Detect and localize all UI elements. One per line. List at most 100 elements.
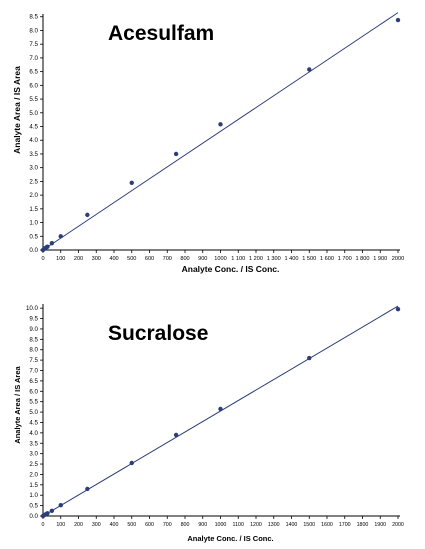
y-tick-label: 6.5 [29,69,38,76]
y-tick-label: 6.0 [29,82,38,89]
data-point [85,212,90,218]
y-tick-label: 3.5 [29,151,38,158]
y-tick-label: 3.5 [29,440,38,447]
data-point [307,355,312,361]
x-tick-label: 1600 [321,522,333,528]
x-tick-label: 2000 [392,522,404,528]
x-tick-label: 1 900 [373,256,387,262]
y-tick-label: 9.5 [29,316,38,323]
x-tick-label: 1000 [215,522,227,528]
x-tick-label: 1 700 [338,256,352,262]
data-point [173,151,179,157]
x-tick-label: 1 100 [231,256,245,262]
y-tick-label: 2.5 [29,461,38,468]
x-tick-label: 1 200 [249,256,263,262]
data-point [58,502,63,508]
y-tick-label: 5.0 [29,110,38,117]
x-tick-label: 500 [127,256,136,262]
data-point [129,460,134,466]
y-tick-label: 4.0 [29,137,38,144]
y-tick-label: 2.0 [29,192,38,199]
y-tick-label: 7.0 [29,368,38,375]
x-tick-label: 700 [163,522,172,528]
x-tick-label: 800 [180,256,189,262]
y-tick-label: 0.0 [29,513,38,520]
y-tick-label: 3.0 [29,451,38,458]
x-tick-label: 200 [74,522,83,528]
x-tick-label: 400 [109,256,118,262]
data-point [45,511,50,516]
data-point [218,122,223,127]
chart-title: Sucralose [108,322,208,345]
y-tick-label: 4.0 [29,430,38,437]
x-tick-label: 1700 [339,522,351,528]
x-tick-label: 300 [92,256,101,262]
x-tick-label: 300 [92,522,101,528]
y-tick-label: 1.0 [29,220,38,227]
data-point [45,244,50,249]
x-tick-label: 200 [74,256,83,262]
y-tick-label: 8.0 [29,27,38,34]
x-tick-label: 100 [56,256,65,262]
x-tick-label: 1300 [268,522,280,528]
x-tick-label: 1000 [214,256,226,262]
x-tick-label: 800 [181,522,190,528]
y-tick-label: 0.5 [29,233,38,240]
x-tick-label: 1 600 [320,256,334,262]
x-tick-label: 1200 [250,522,262,528]
y-tick-label: 1.0 [29,492,38,499]
x-tick-label: 600 [145,522,154,528]
x-tick-label: 700 [163,256,172,262]
y-tick-label: 7.5 [29,357,38,364]
y-tick-label: 8.5 [29,336,38,343]
data-point [218,406,223,412]
y-tick-label: 6.5 [29,378,38,385]
y-axis-label: Analyte Area / IS Area [13,365,22,443]
x-tick-label: 100 [56,522,65,528]
x-tick-label: 400 [110,522,119,528]
y-tick-label: 0.5 [29,503,38,510]
y-tick-label: 8.5 [29,14,38,21]
y-tick-label: 5.5 [29,399,38,406]
x-axis-label: Analyte Conc. / IS Conc. [187,534,273,543]
y-tick-label: 4.5 [29,124,38,131]
regression-line [42,12,399,251]
x-tick-label: 1 400 [285,256,299,262]
y-tick-label: 1.5 [29,482,38,489]
y-tick-label: 2.5 [29,178,38,185]
data-point [49,240,55,246]
y-tick-label: 6.0 [29,388,38,395]
x-tick-label: 0 [42,522,45,528]
data-point [173,432,179,438]
y-tick-label: 5.5 [29,96,38,103]
data-point [307,67,312,72]
x-tick-label: 1400 [286,522,298,528]
y-tick-label: 10.0 [26,305,39,312]
x-tick-label: 1100 [233,522,244,528]
x-tick-label: 1900 [374,522,386,528]
chart-title: Acesulfam [108,22,214,45]
x-tick-label: 900 [198,256,207,262]
x-tick-label: 1800 [357,522,369,528]
y-tick-label: 7.0 [29,55,38,62]
y-tick-label: 2.0 [29,471,38,478]
y-tick-label: 5.0 [29,409,38,416]
y-tick-label: 1.5 [29,206,38,213]
y-tick-label: 3.0 [29,165,38,172]
x-axis-label: Analyte Conc. / IS Conc. [182,264,280,274]
y-tick-label: 0.0 [29,247,38,254]
data-point [395,17,401,23]
y-tick-label: 8.0 [29,347,38,354]
x-tick-label: 900 [198,522,207,528]
x-tick-label: 600 [145,256,154,262]
data-point [129,180,134,185]
x-tick-label: 1 300 [267,256,281,262]
data-point [58,234,63,239]
y-tick-label: 4.5 [29,419,38,426]
x-tick-label: 500 [127,522,136,528]
y-axis-label: Analyte Area / IS Area [12,66,22,154]
data-point [85,486,90,492]
x-tick-label: 0 [41,256,44,262]
